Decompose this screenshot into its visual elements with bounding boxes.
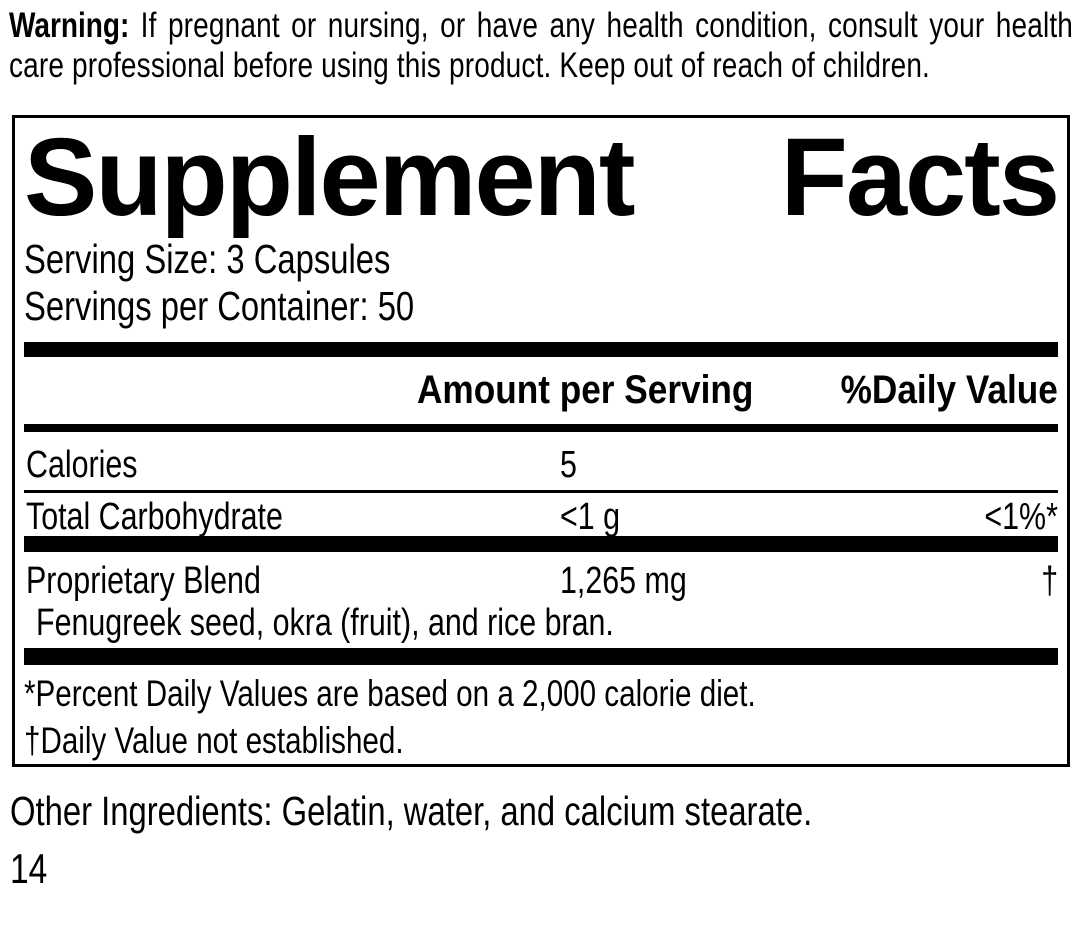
- nutrient-amount-cell: 1,265 mg: [560, 562, 718, 600]
- nutrient-row-proprietary-blend: Proprietary Blend 1,265 mg †: [24, 552, 1058, 600]
- panel-title-word-facts: Facts: [780, 116, 1060, 239]
- nutrient-amount-cell: 5: [560, 446, 581, 484]
- proprietary-blend-ingredients-line: Fenugreek seed, okra (fruit), and rice b…: [36, 604, 1058, 642]
- nutrient-daily-value: <1%*: [984, 496, 1058, 539]
- nutrient-name: Total Carbohydrate: [26, 496, 283, 539]
- footnote-text: †Daily Value not established.: [24, 720, 404, 762]
- serving-size-text: Serving Size: 3 Capsules: [24, 236, 391, 283]
- nutrient-dv-cell: <1%*: [966, 498, 1058, 536]
- proprietary-blend-ingredients: Fenugreek seed, okra (fruit), and rice b…: [36, 602, 614, 645]
- thick-divider-top: [24, 342, 1058, 358]
- supplement-facts-panel: Supplement Facts Serving Size: 3 Capsule…: [12, 115, 1070, 768]
- nutrient-amount: <1 g: [560, 496, 621, 539]
- footnote-text: *Percent Daily Values are based on a 2,0…: [24, 673, 756, 715]
- nutrient-amount: 1,265 mg: [560, 560, 687, 603]
- page-number-text: 14: [10, 845, 48, 893]
- nutrient-name: Calories: [26, 444, 138, 487]
- servings-per-container-text: Servings per Container: 50: [24, 283, 415, 330]
- medium-divider-header: [24, 424, 1058, 433]
- footnote-daily-value-not-established: †Daily Value not established.: [24, 722, 1058, 760]
- other-ingredients-line: Other Ingredients: Gelatin, water, and c…: [10, 789, 1080, 833]
- other-ingredients-text: Other Ingredients: Gelatin, water, and c…: [10, 788, 813, 835]
- servings-per-container-line: Servings per Container: 50: [24, 283, 1058, 330]
- serving-size-line: Serving Size: 3 Capsules: [24, 236, 1058, 283]
- warning-lead-label: Warning:: [9, 6, 130, 45]
- column-header-amount-per-serving: Amount per Serving: [417, 368, 754, 413]
- column-header-daily-value: %Daily Value: [840, 368, 1058, 413]
- nutrient-name: Proprietary Blend: [26, 560, 261, 603]
- nutrient-row-total-carbohydrate: Total Carbohydrate <1 g <1%*: [24, 493, 1058, 536]
- nutrient-amount-cell: <1 g: [560, 498, 635, 536]
- column-header-row: Amount per Serving %Daily Value: [24, 357, 1058, 424]
- thick-divider-bottom: [24, 648, 1058, 666]
- nutrient-row-calories: Calories 5: [24, 432, 1058, 494]
- panel-title: Supplement Facts: [24, 116, 1060, 239]
- footnote-percent-daily-values: *Percent Daily Values are based on a 2,0…: [24, 675, 1058, 713]
- thick-divider-middle: [24, 536, 1058, 553]
- page-number: 14: [10, 847, 1080, 891]
- panel-title-word-supplement: Supplement: [24, 116, 635, 239]
- nutrient-dv-cell: †: [1037, 562, 1058, 600]
- warning-text: If pregnant or nursing, or have any heal…: [9, 6, 1073, 85]
- nutrient-amount: 5: [560, 444, 577, 487]
- nutrient-daily-value-dagger: †: [1041, 560, 1058, 603]
- warning-paragraph: Warning: If pregnant or nursing, or have…: [9, 6, 1073, 86]
